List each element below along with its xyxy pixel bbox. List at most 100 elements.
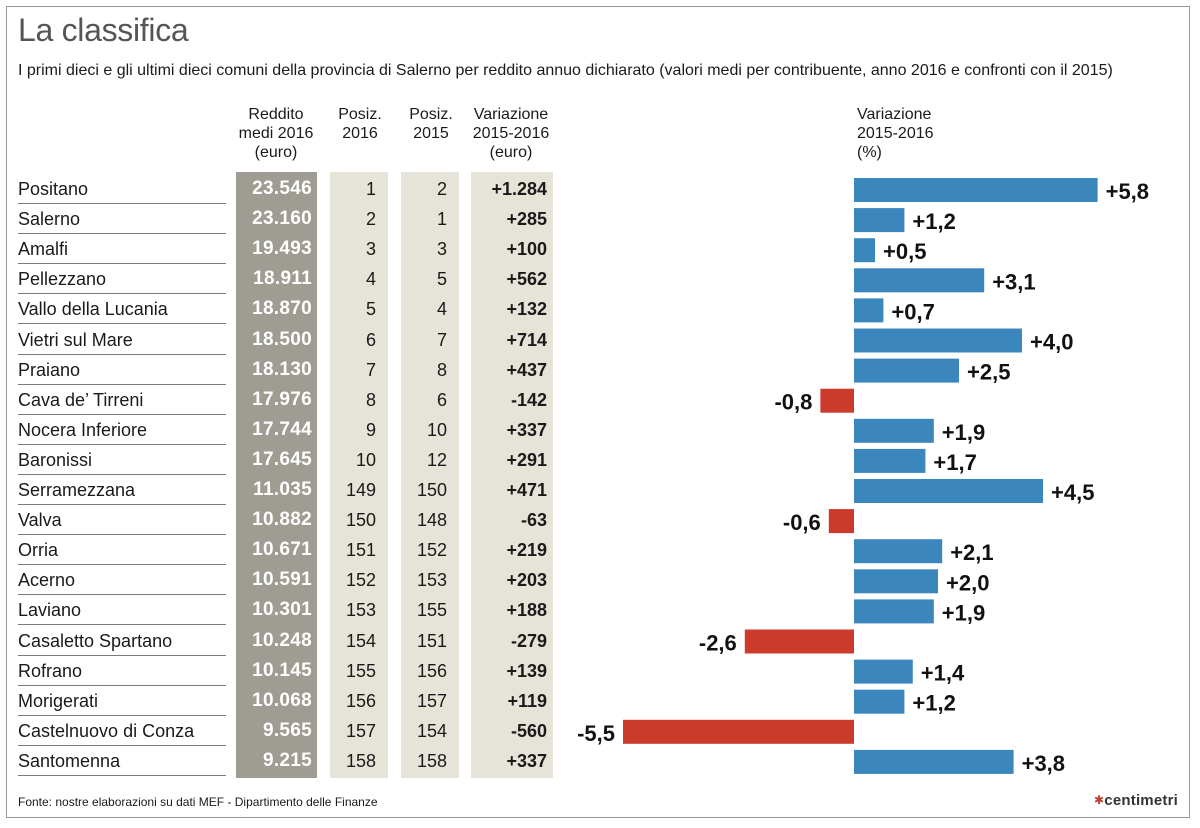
pos2015-cell: 157 (416, 690, 447, 711)
pos2016-cell: 151 (345, 540, 376, 561)
variazione-bar (854, 448, 926, 473)
row-divider (18, 534, 226, 536)
row-divider (18, 654, 226, 656)
row-divider (18, 323, 226, 325)
bar-value-label: -2,6 (699, 631, 737, 656)
variazione-bar (744, 629, 854, 654)
comune-name: Vallo della Lucania (18, 299, 168, 320)
reddito-cell: 23.546 (252, 178, 312, 199)
header-var-euro-line: Variazione (473, 106, 549, 123)
pos2015-cell: 154 (416, 720, 447, 741)
header-var-pct-line: Variazione (857, 106, 932, 123)
var-euro-cell: +132 (506, 299, 547, 320)
pos2016-cell: 9 (365, 419, 376, 440)
variazione-bar (820, 388, 854, 413)
pos2016-cell: 1 (365, 179, 376, 199)
reddito-cell: 10.882 (252, 509, 312, 531)
var-euro-cell: +337 (506, 419, 547, 440)
comune-name: Santomenna (18, 750, 121, 771)
variazione-bar (854, 539, 943, 564)
bar-value-label: +1,4 (921, 661, 965, 686)
header-var-euro-line: 2015-2016 (472, 125, 550, 142)
variazione-bar (854, 358, 959, 383)
comune-name: Pellezzano (18, 269, 107, 290)
bar-value-label: -0,6 (783, 510, 821, 535)
var-euro-cell: +471 (506, 480, 547, 500)
pos2015-cell: 3 (436, 239, 447, 260)
bar-value-label: +0,7 (891, 299, 934, 324)
header-pos2016: Posiz. 2016 (330, 105, 390, 143)
reddito-cell: 17.744 (252, 418, 312, 440)
row-divider (18, 443, 226, 445)
pos2016-cell: 4 (365, 269, 376, 290)
pos2015-cell: 151 (416, 630, 447, 651)
header-var-pct-line: (%) (857, 144, 882, 161)
pos2016-cell: 153 (345, 600, 376, 621)
bar-value-label: +5,8 (1106, 179, 1149, 204)
pos2015-cell: 10 (426, 419, 447, 440)
pos2015-cell: 155 (416, 600, 447, 621)
var-euro-cell: +562 (506, 269, 547, 290)
pos2015-cell: 150 (416, 480, 447, 500)
pos2015-cell: 148 (416, 510, 447, 531)
var-euro-cell: -63 (520, 510, 547, 531)
pos2015-cell: 1 (436, 209, 447, 230)
row-divider (18, 473, 226, 475)
page-title: La classifica (18, 12, 189, 48)
reddito-cell: 19.493 (252, 238, 312, 260)
variazione-bar (854, 208, 905, 233)
header-variazione-euro: Variazione 2015-2016 (euro) (466, 105, 556, 162)
reddito-cell: 10.301 (252, 599, 312, 621)
reddito-cell: 18.500 (252, 328, 312, 350)
var-euro-cell: +139 (506, 660, 547, 681)
bar-value-label: +4,0 (1030, 330, 1073, 355)
comune-name: Valva (18, 510, 62, 531)
logo-text: centimetri (1104, 792, 1178, 809)
row-divider (18, 293, 226, 295)
row-divider (18, 594, 226, 596)
pos2015-cell: 158 (416, 750, 447, 771)
var-euro-cell: +100 (506, 239, 547, 260)
bar-value-label: +1,7 (933, 450, 976, 475)
row-divider (18, 203, 226, 204)
var-euro-cell: +1.284 (491, 179, 547, 199)
comune-name: Positano (18, 179, 89, 199)
reddito-cell: 18.911 (253, 268, 312, 290)
comune-name: Rofrano (18, 660, 83, 681)
bar-value-label: +2,0 (946, 570, 989, 595)
var-euro-cell: +337 (506, 750, 547, 771)
source-note: Fonte: nostre elaborazioni su dati MEF -… (18, 795, 378, 809)
bar-value-label: +2,1 (950, 540, 993, 565)
comune-name: Morigerati (18, 690, 99, 711)
comune-name: Orria (18, 540, 58, 561)
bar-value-label: +1,2 (912, 209, 955, 234)
reddito-cell: 10.068 (252, 689, 312, 711)
pos2015-cell: 7 (436, 329, 447, 350)
row-divider (18, 774, 226, 776)
variazione-bar (854, 599, 934, 624)
row-divider (18, 233, 226, 235)
reddito-cell: 18.130 (252, 358, 312, 380)
header-variazione-pct: Variazione 2015-2016 (%) (857, 105, 977, 162)
pos2016-cell: 7 (365, 359, 376, 380)
var-euro-cell: -279 (510, 630, 547, 651)
comune-name: Laviano (18, 600, 82, 621)
bar-value-label: +2,5 (967, 360, 1010, 385)
pos2016-cell: 152 (345, 570, 376, 591)
comune-name: Cava de’ Tirreni (18, 389, 144, 410)
variazione-bar (828, 509, 854, 534)
var-euro-cell: +285 (506, 209, 547, 230)
var-euro-cell: +188 (506, 600, 547, 621)
pos2016-cell: 156 (345, 690, 376, 711)
variazione-bar (854, 659, 913, 684)
comune-name: Serramezzana (18, 480, 136, 500)
row-divider (18, 263, 226, 265)
bar-value-label: +3,1 (992, 269, 1035, 294)
chart-frame (6, 6, 1190, 818)
comune-name: Nocera Inferiore (18, 419, 148, 440)
variazione-bar (854, 298, 884, 323)
comune-name: Salerno (18, 209, 81, 230)
pos2016-cell: 3 (365, 239, 376, 260)
pos2016-cell: 149 (345, 480, 376, 500)
comune-name: Castelnuovo di Conza (18, 720, 195, 741)
